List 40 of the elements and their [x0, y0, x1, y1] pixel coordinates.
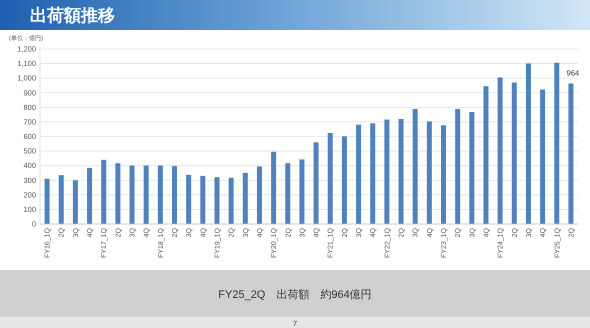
- bar: [398, 119, 404, 224]
- bar: [441, 125, 446, 224]
- bar: [568, 83, 574, 224]
- bar: [370, 123, 376, 224]
- bar: [342, 136, 347, 224]
- bar: [455, 108, 460, 224]
- bar: [328, 133, 333, 224]
- bar: [186, 174, 192, 224]
- bar: [384, 120, 390, 224]
- bar: [356, 124, 362, 224]
- bar: [115, 163, 120, 224]
- bar: [158, 166, 163, 224]
- bar: [469, 112, 474, 224]
- bar: [271, 152, 276, 224]
- bar: [498, 77, 503, 224]
- bar: [412, 108, 418, 224]
- bar: [144, 166, 149, 224]
- bar: [130, 166, 135, 224]
- bar: [228, 178, 234, 224]
- bar: [512, 82, 517, 224]
- bar: [299, 159, 304, 224]
- bar: [526, 63, 531, 224]
- chart-title: 出荷額推移: [30, 6, 115, 25]
- bar: [426, 121, 432, 224]
- bar: [242, 172, 248, 224]
- bar: [72, 180, 78, 224]
- bar: [44, 178, 50, 224]
- text: FY25_2Q 出荷額 約964億円: [218, 288, 372, 301]
- bar: [87, 168, 92, 224]
- bar: [554, 62, 560, 224]
- bar: [314, 142, 319, 224]
- bar: [285, 163, 290, 224]
- bar: [540, 90, 546, 224]
- bar: [214, 177, 220, 224]
- bar: [101, 160, 106, 224]
- bar: [483, 86, 488, 224]
- bar: [58, 175, 64, 224]
- bar: [256, 166, 262, 224]
- bar: [200, 176, 206, 224]
- bar: [172, 166, 177, 224]
